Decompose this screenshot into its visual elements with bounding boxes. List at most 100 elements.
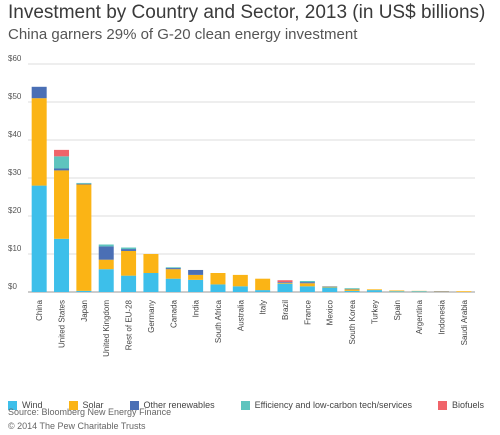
bar-segment: [165, 269, 181, 279]
bar-segment: [31, 98, 47, 186]
bar-segment: [210, 273, 226, 285]
legend-label: Efficiency and low-carbon tech/services: [254, 400, 412, 410]
bar-segment: [121, 275, 137, 292]
bar-segment: [232, 286, 248, 292]
x-category-label: Indonesia: [437, 299, 446, 334]
x-category-label: Spain: [393, 300, 402, 320]
bar-segment: [143, 254, 159, 273]
bar-segment: [98, 259, 114, 270]
x-category-label: United Kingdom: [102, 300, 111, 357]
bar-segment: [411, 291, 427, 292]
bar-segment: [299, 280, 315, 283]
bar-segment: [277, 282, 293, 284]
legend-item: Solar: [68, 400, 104, 410]
x-category-label: South Africa: [214, 299, 223, 343]
bar-segment: [31, 185, 47, 292]
legend-swatch: [438, 400, 447, 410]
bar-segment: [188, 279, 204, 292]
bar-segment: [322, 286, 338, 288]
x-category-label: Germany: [147, 300, 156, 333]
legend-swatch: [129, 400, 139, 410]
bar-segment: [366, 290, 382, 292]
legend-swatch: [8, 400, 17, 410]
bar-segment: [322, 287, 338, 292]
bar-segment: [344, 288, 360, 289]
bar-segment: [277, 280, 293, 283]
chart-legend: Wind Solar Other renewables Efficiency and …: [8, 400, 484, 410]
legend-item: Other renewables: [129, 400, 215, 410]
bar-segment: [54, 238, 70, 292]
x-category-label: South Korea: [348, 299, 357, 344]
bar-segment: [54, 156, 70, 169]
y-tick-label: $10: [8, 244, 22, 253]
chart-subtitle: China garners 29% of G-20 clean energy i…: [8, 26, 358, 43]
x-category-label: Saudi Arabia: [460, 299, 469, 345]
bar-segment: [255, 290, 271, 292]
bar-segment: [165, 267, 181, 269]
bar-segment: [98, 269, 114, 292]
x-category-label: Italy: [259, 300, 268, 315]
bar-segment: [299, 282, 315, 284]
source-note: Source: Bloomberg New Energy Finance: [8, 407, 172, 417]
bar-segment: [299, 283, 315, 287]
bar-segment: [366, 289, 382, 291]
bar-segment: [389, 290, 405, 292]
bar-segment: [76, 182, 92, 184]
bar-segment: [456, 291, 472, 292]
bar-segment: [76, 183, 92, 185]
bar-segment: [210, 284, 226, 292]
x-category-label: Australia: [236, 299, 245, 331]
copyright-note: © 2014 The Pew Charitable Trusts: [8, 421, 146, 431]
bar-segment: [76, 290, 92, 292]
legend-label: Biofuels: [452, 400, 485, 410]
y-tick-label: $40: [8, 130, 22, 139]
bar-segment: [121, 249, 137, 251]
legend-swatch: [68, 400, 78, 410]
legend-item: Efficiency and low-carbon tech/services: [240, 400, 412, 410]
x-category-label: India: [192, 299, 201, 317]
y-tick-label: $50: [8, 92, 22, 101]
bar-segment: [299, 286, 315, 292]
y-tick-label: $30: [8, 168, 22, 177]
bar-segment: [277, 283, 293, 292]
legend-item: Biofuels: [438, 400, 484, 410]
bar-segment: [76, 184, 92, 291]
bar-segment: [188, 269, 204, 275]
bar-segment: [389, 291, 405, 292]
bar-segment: [54, 168, 70, 171]
x-category-label: Canada: [169, 299, 178, 328]
stacked-bar-chart: $0 $10 $20 $30 $40 $50 $60 China United States Ja…: [8, 54, 475, 357]
bar-segment: [143, 273, 159, 292]
x-category-label: Brazil: [281, 300, 290, 320]
chart-title: Investment by Country and Sector, 2013 (…: [8, 2, 486, 23]
bar-segment: [54, 170, 70, 239]
x-category-label: United States: [58, 300, 67, 348]
bar-segment: [188, 274, 204, 280]
x-category-label: France: [303, 299, 312, 324]
legend-item: Wind: [8, 400, 43, 410]
x-category-label: Argentina: [415, 299, 424, 334]
x-category-label: China: [35, 299, 44, 320]
y-tick-label: $0: [8, 282, 17, 291]
bar-segment: [344, 289, 360, 291]
bar-segment: [232, 274, 248, 287]
bar-segment: [31, 86, 47, 99]
legend-label: Solar: [82, 400, 104, 410]
bar-segment: [54, 149, 70, 157]
bar-segment: [121, 247, 137, 250]
x-category-label: Rest of EU-28: [125, 299, 134, 350]
bar-segment: [98, 246, 114, 260]
x-category-label: Turkey: [370, 300, 379, 324]
x-category-label: Japan: [80, 300, 89, 322]
y-tick-label: $60: [8, 54, 22, 63]
bar-segment: [165, 278, 181, 292]
bar-segment: [121, 250, 137, 276]
x-category-label: Mexico: [326, 299, 335, 325]
bar-segment: [344, 290, 360, 292]
y-tick-label: $20: [8, 206, 22, 215]
bar-segment: [277, 282, 293, 283]
bar-segment: [165, 268, 181, 270]
legend-label: Other renewables: [143, 400, 215, 410]
bar-segment: [255, 278, 271, 291]
legend-label: Wind: [22, 400, 43, 410]
